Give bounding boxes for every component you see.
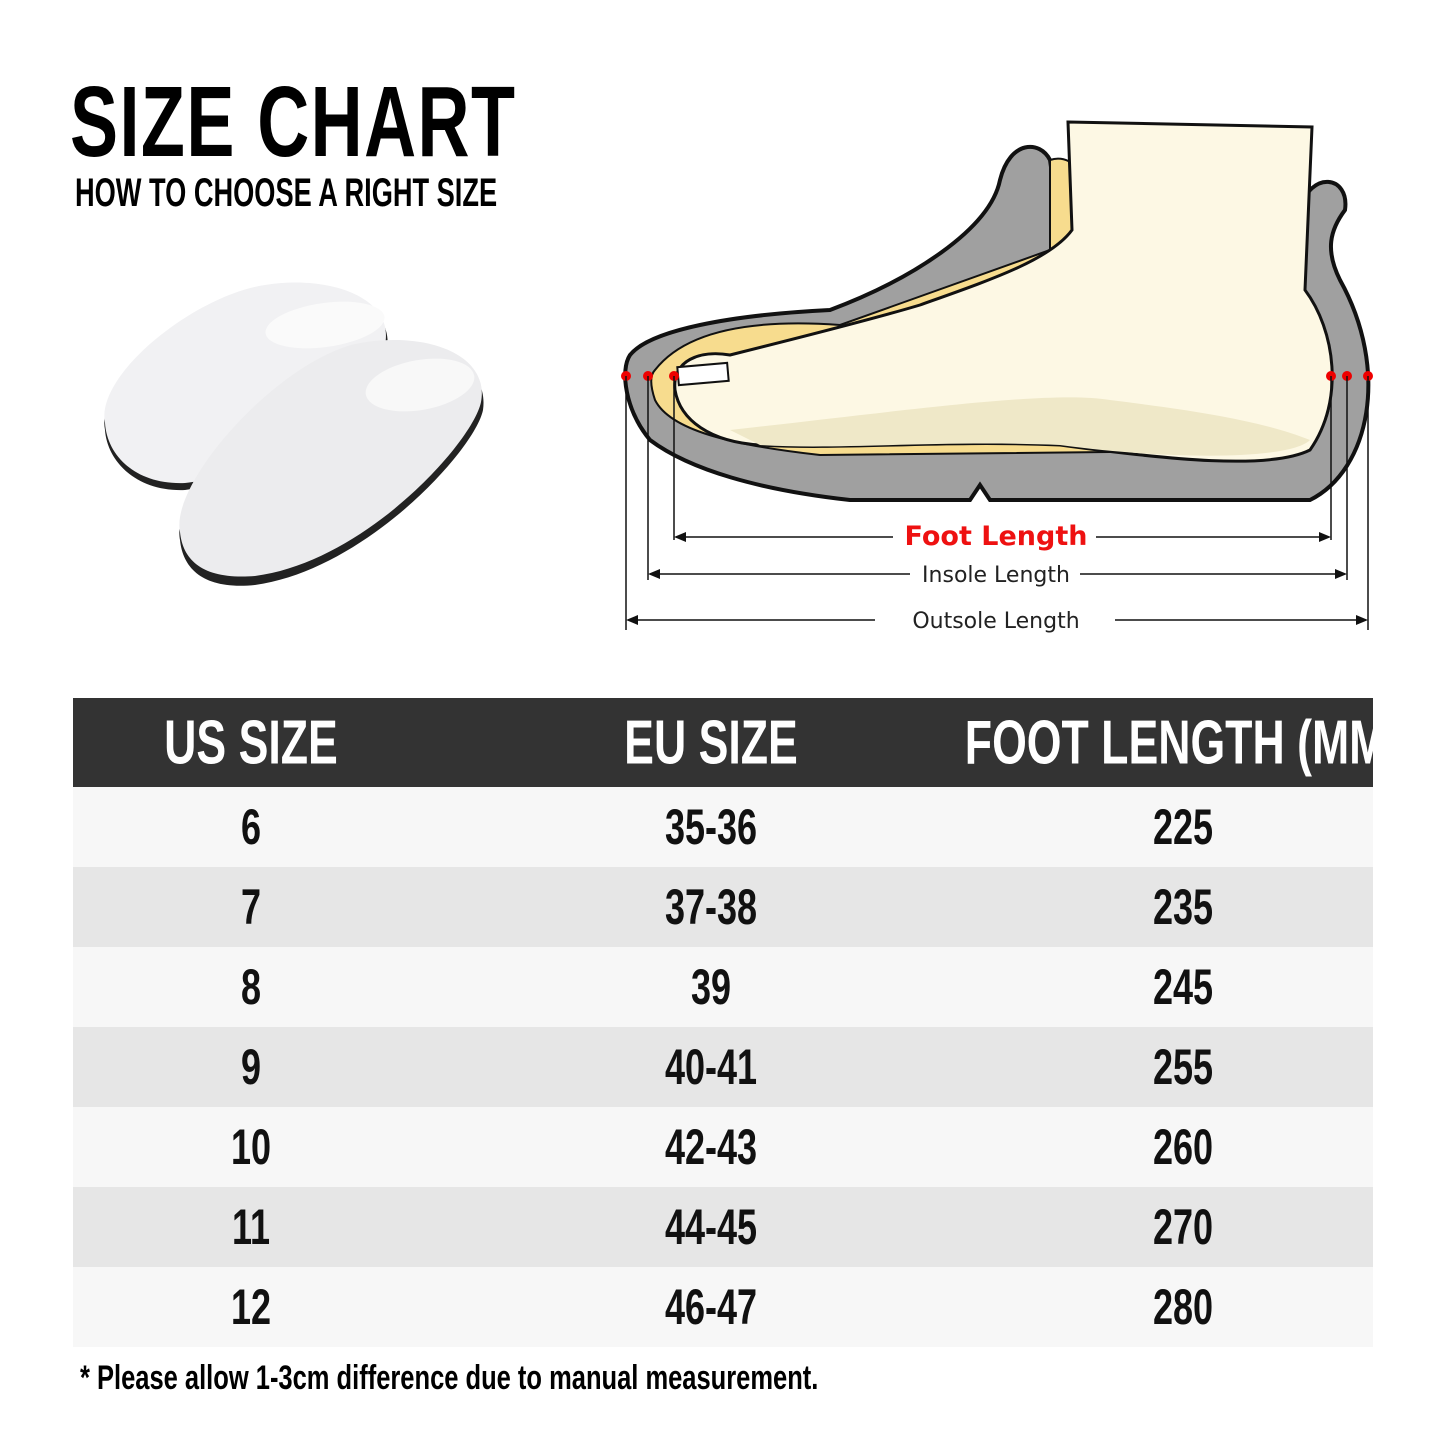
foot-length-cell: 260 <box>1152 1119 1214 1175</box>
eu-size-cell: 44-45 <box>664 1199 757 1255</box>
us-size-cell: 11 <box>231 1199 270 1255</box>
table-row: 7 37-38 235 <box>73 867 1373 947</box>
table-row: 12 46-47 280 <box>73 1267 1373 1347</box>
us-size-cell: 8 <box>240 959 261 1015</box>
foot-length-cell: 225 <box>1152 799 1214 855</box>
slippers-image <box>104 282 484 586</box>
us-size-cell: 9 <box>240 1039 261 1095</box>
column-header-eu-size: EU SIZE <box>623 708 798 777</box>
us-size-cell: 12 <box>230 1279 271 1335</box>
table-row: 9 40-41 255 <box>73 1027 1373 1107</box>
column-header-foot-length: FOOT LENGTH (MM) <box>964 708 1402 777</box>
size-table: US SIZE EU SIZE FOOT LENGTH (MM) 6 35-36 2… <box>73 698 1401 1347</box>
column-header-us-size: US SIZE <box>163 708 338 777</box>
table-row: 11 44-45 270 <box>73 1187 1373 1267</box>
foot-measurement-diagram: Foot Length Insole Length Outsole Length <box>621 120 1373 634</box>
eu-size-cell: 42-43 <box>664 1119 757 1175</box>
back-slipper <box>104 282 388 491</box>
foot-length-cell: 235 <box>1152 879 1214 935</box>
outsole-length-label: Outsole Length <box>912 609 1079 634</box>
eu-size-cell: 46-47 <box>664 1279 757 1335</box>
eu-size-cell: 35-36 <box>664 799 757 855</box>
us-size-cell: 10 <box>230 1119 271 1175</box>
footnote: * Please allow 1-3cm difference due to m… <box>80 1359 819 1397</box>
table-row: 10 42-43 260 <box>73 1107 1373 1187</box>
foot-length-cell: 245 <box>1152 959 1214 1015</box>
table-row: 6 35-36 225 <box>73 787 1373 867</box>
foot-shape <box>673 120 1334 463</box>
table-row: 8 39 245 <box>73 947 1373 1027</box>
table-header: US SIZE EU SIZE FOOT LENGTH (MM) <box>73 698 1401 787</box>
foot-length-label: Foot Length <box>905 521 1088 552</box>
foot-length-cell: 255 <box>1152 1039 1214 1095</box>
front-slipper <box>179 340 484 586</box>
page-title: SIZE CHART <box>70 66 517 178</box>
foot-length-cell: 280 <box>1152 1279 1214 1335</box>
us-size-cell: 6 <box>240 799 261 855</box>
insole-length-label: Insole Length <box>922 563 1070 588</box>
foot-length-cell: 270 <box>1152 1199 1214 1255</box>
eu-size-cell: 39 <box>690 959 731 1015</box>
eu-size-cell: 37-38 <box>664 879 757 935</box>
eu-size-cell: 40-41 <box>664 1039 757 1095</box>
us-size-cell: 7 <box>240 879 261 935</box>
page-subtitle: HOW TO CHOOSE A RIGHT SIZE <box>75 171 498 215</box>
